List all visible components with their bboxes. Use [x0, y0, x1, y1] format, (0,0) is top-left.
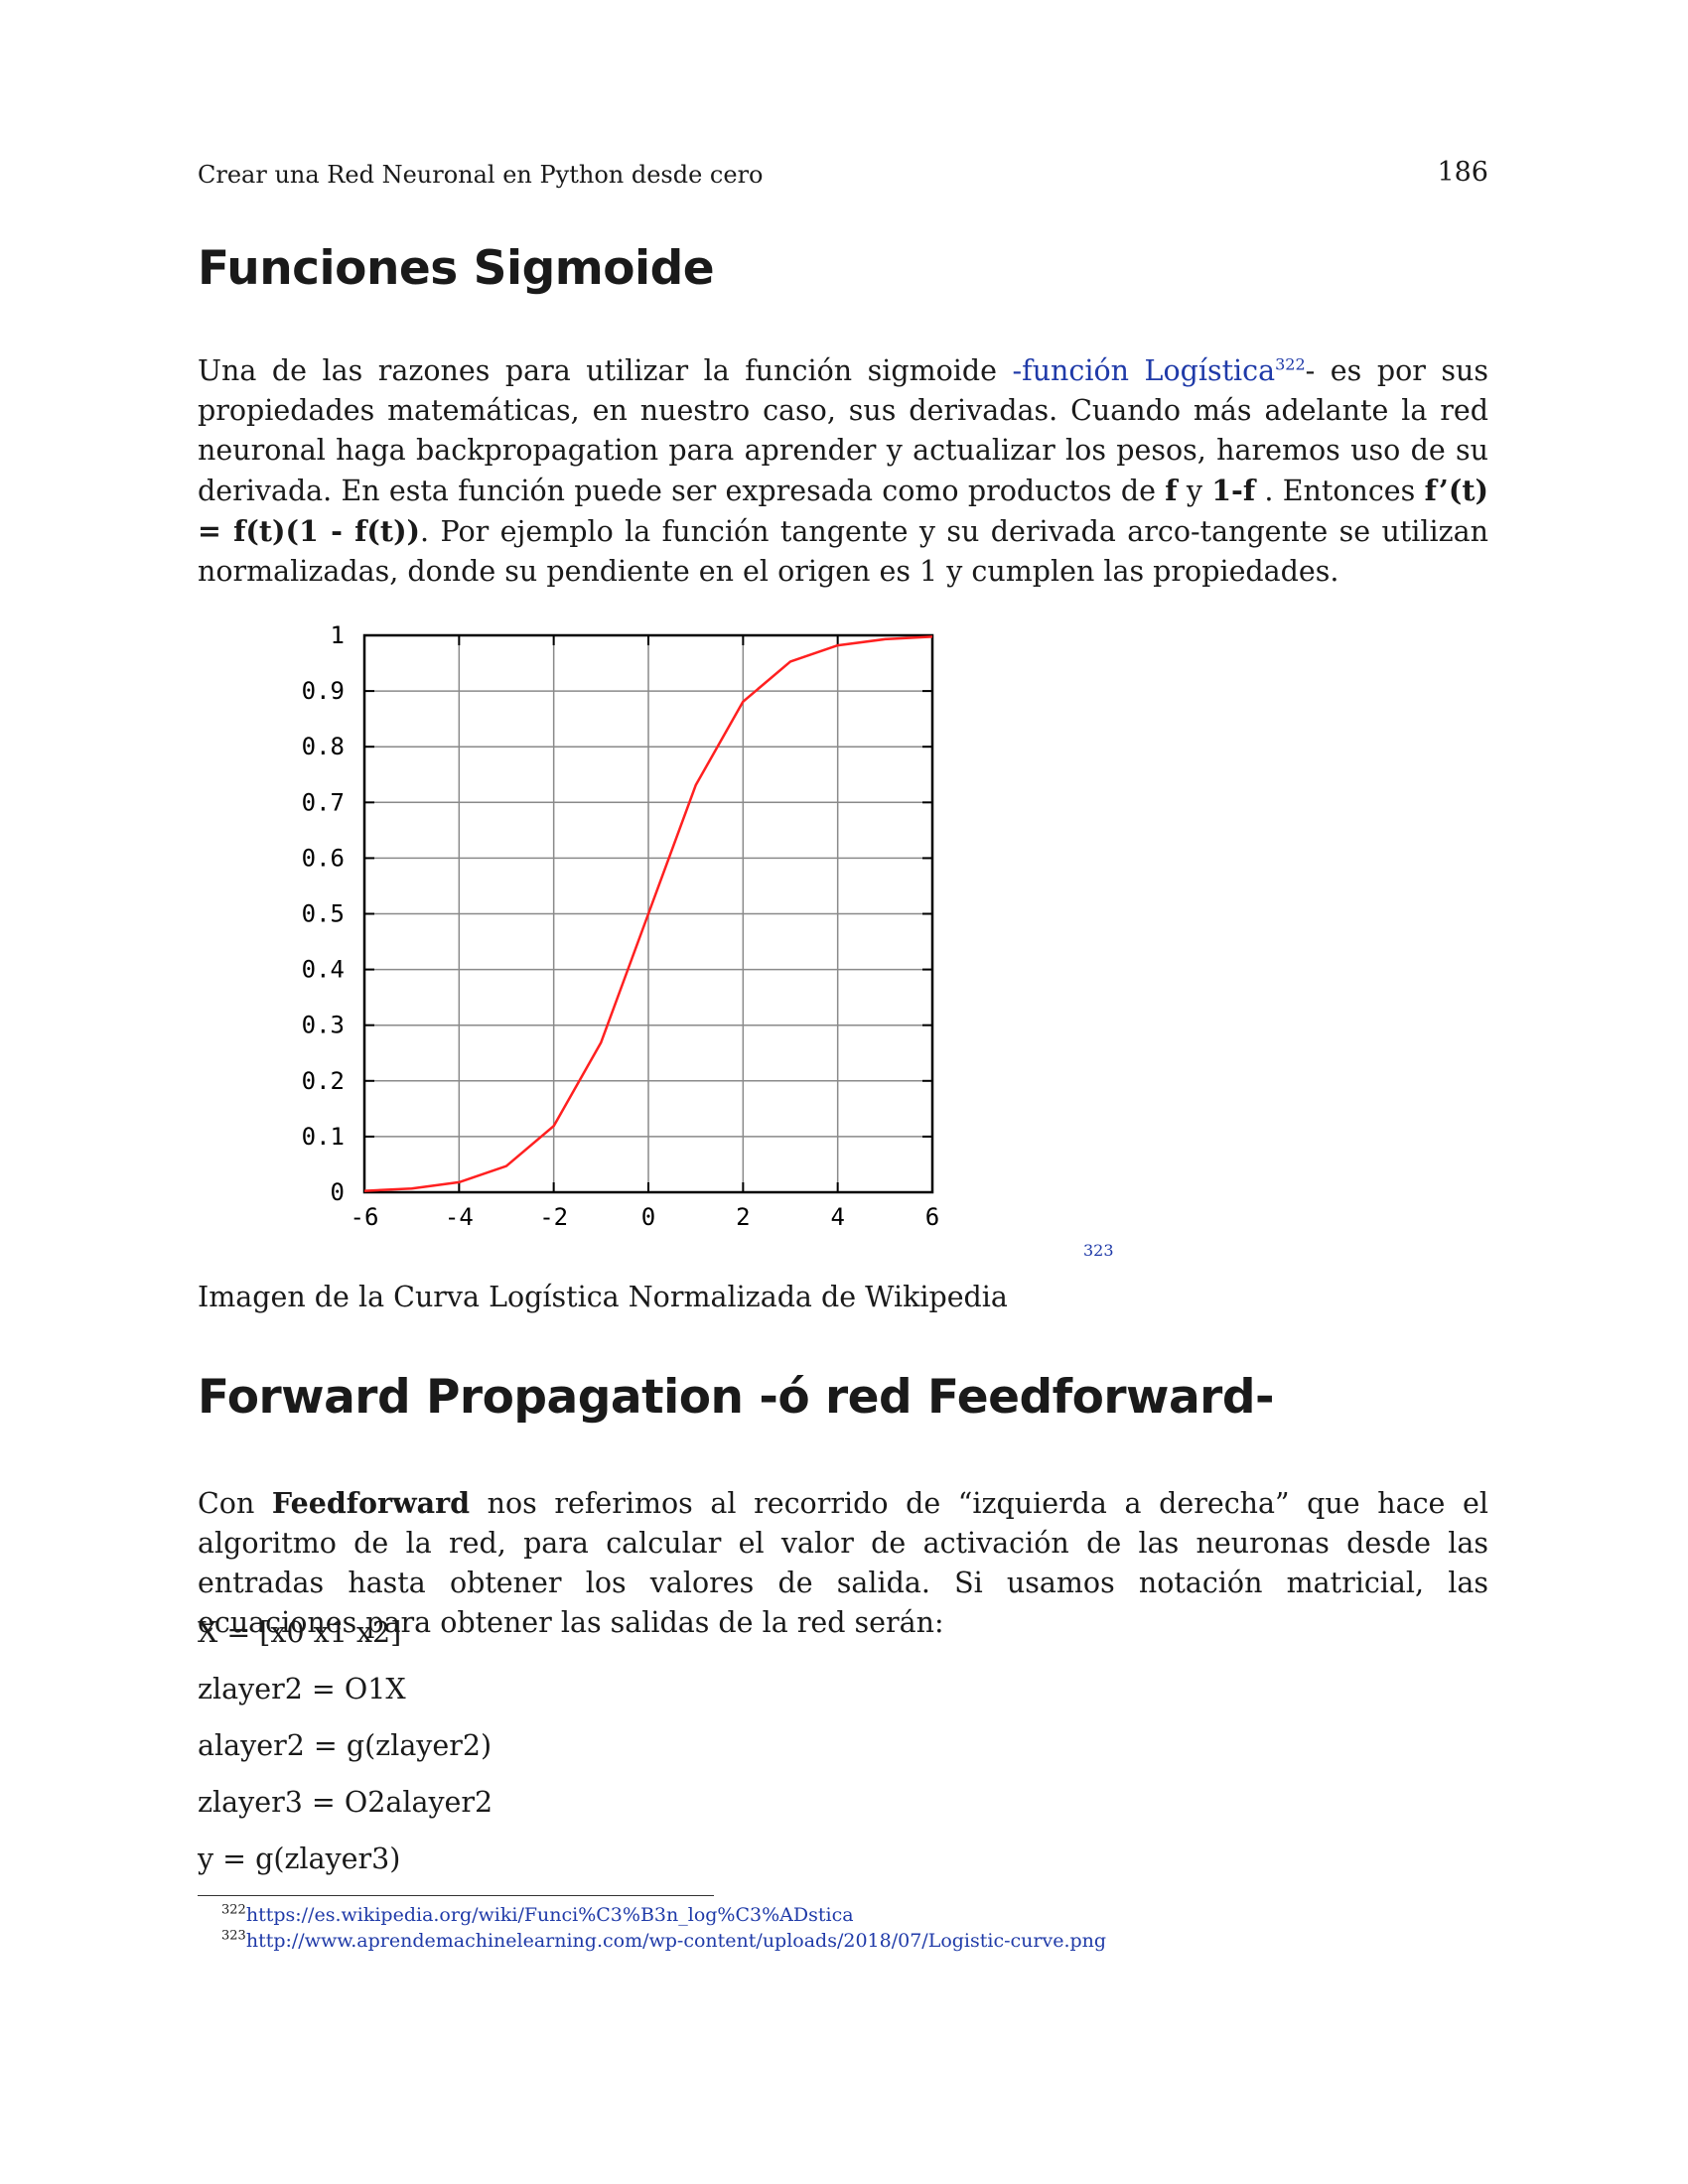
footnote-ref-323[interactable]: 323 — [1083, 1241, 1114, 1260]
footnote-divider — [198, 1895, 714, 1896]
bold-term: 1-f — [1211, 474, 1256, 507]
paragraph-sigmoide: Una de las razones para utilizar la func… — [198, 351, 1488, 592]
y-tick-label: 0.9 — [302, 677, 345, 705]
x-tick-label: 4 — [830, 1203, 844, 1231]
link-text: -función Logística — [1012, 354, 1276, 387]
y-tick-label: 0.5 — [302, 900, 345, 928]
bold-term: f — [1165, 474, 1178, 507]
equation: zlayer3 = O2alayer2 — [198, 1786, 493, 1819]
derivative-formula: f’(t) = f(t)(1 - f(t)) — [198, 474, 1488, 548]
paragraph-feedforward: Con Feedforward nos referimos al recorri… — [198, 1483, 1488, 1643]
figure-caption: Imagen de la Curva Logística Normalizada… — [198, 1281, 1008, 1313]
equation: zlayer2 = O1X — [198, 1673, 406, 1706]
y-tick-label: 0.2 — [302, 1067, 345, 1095]
bold-term: Feedforward — [271, 1486, 471, 1520]
x-tick-label: 0 — [641, 1203, 655, 1231]
plot-frame — [362, 633, 934, 1194]
text: . Entonces — [1255, 475, 1425, 507]
footnote-link[interactable]: https://es.wikipedia.org/wiki/Funci%C3%B… — [245, 1904, 854, 1926]
footnote-322: 322https://es.wikipedia.org/wiki/Funci%C… — [221, 1904, 854, 1926]
y-tick-label: 0.7 — [302, 788, 345, 816]
equation: X = [x0 x1 x2] — [198, 1616, 402, 1649]
page: Crear una Red Neuronal en Python desde c… — [198, 0, 1488, 2184]
link-funcion-logistica[interactable]: -función Logística322 — [1013, 354, 1306, 387]
footnote-323: 323http://www.aprendemachinelearning.com… — [221, 1930, 1106, 1952]
text: . Por ejemplo la función tangente y su d… — [198, 515, 1489, 588]
section-heading-feedforward: Forward Propagation -ó red Feedforward- — [198, 1370, 1275, 1425]
x-tick-label: -6 — [351, 1203, 379, 1231]
footnote-number: 322 — [221, 1902, 246, 1918]
y-tick-label: 0.8 — [302, 733, 345, 760]
footnote-link[interactable]: http://www.aprendemachinelearning.com/wp… — [245, 1930, 1107, 1952]
text: Una de las razones para utilizar la func… — [198, 354, 1013, 387]
equation: y = g(zlayer3) — [198, 1843, 401, 1875]
logistic-curve-chart: -6 -4 -2 0 2 4 6 0 0.1 0.2 0.3 0.4 0.5 0.6 0.7 0.8 0.9 1 — [302, 621, 940, 1231]
text: y — [1177, 475, 1212, 507]
running-header: Crear una Red Neuronal en Python desde c… — [198, 157, 1488, 193]
y-tick-label: 1 — [331, 625, 345, 649]
text: - es por sus propiedades matemáticas, en… — [198, 354, 1488, 507]
equation: alayer2 = g(zlayer2) — [198, 1729, 492, 1762]
y-tick-label: 0.6 — [302, 844, 345, 872]
y-tick-label: 0.1 — [302, 1123, 345, 1151]
y-tick-label: 0.3 — [302, 1012, 345, 1039]
x-tick-label: -2 — [539, 1203, 568, 1231]
text: Con — [198, 1487, 272, 1520]
x-tick-label: 6 — [925, 1203, 939, 1231]
y-tick-label: 0.4 — [302, 956, 345, 984]
logistic-curve-figure: -6 -4 -2 0 2 4 6 0 0.1 0.2 0.3 0.4 0.5 0.6 0.7 0.8 0.9 1 — [237, 621, 972, 1266]
footnote-number: 323 — [221, 1928, 246, 1944]
text: nos referimos al recorrido de “izquierda… — [198, 1487, 1488, 1639]
x-tick-label: 2 — [736, 1203, 750, 1231]
y-tick-label: 0 — [331, 1178, 345, 1206]
footnote-ref-322[interactable]: 322 — [1275, 354, 1306, 374]
x-tick-label: -4 — [445, 1203, 474, 1231]
page-number: 186 — [1437, 157, 1488, 188]
running-title: Crear una Red Neuronal en Python desde c… — [198, 161, 764, 189]
section-heading-sigmoide: Funciones Sigmoide — [198, 241, 715, 296]
